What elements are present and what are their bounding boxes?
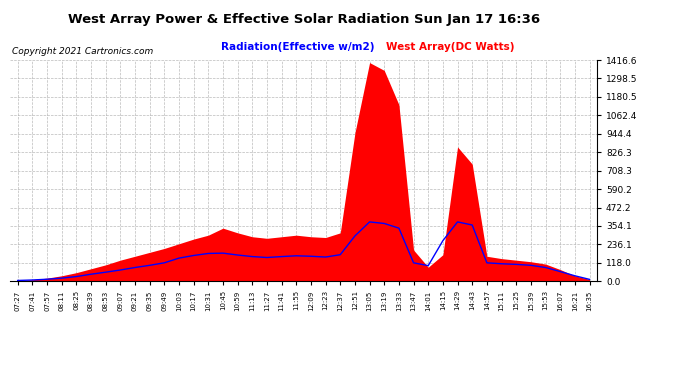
Text: Radiation(Effective w/m2): Radiation(Effective w/m2)	[221, 42, 375, 52]
Text: Copyright 2021 Cartronics.com: Copyright 2021 Cartronics.com	[12, 47, 154, 56]
Text: West Array(DC Watts): West Array(DC Watts)	[386, 42, 514, 52]
Text: West Array Power & Effective Solar Radiation Sun Jan 17 16:36: West Array Power & Effective Solar Radia…	[68, 13, 540, 26]
